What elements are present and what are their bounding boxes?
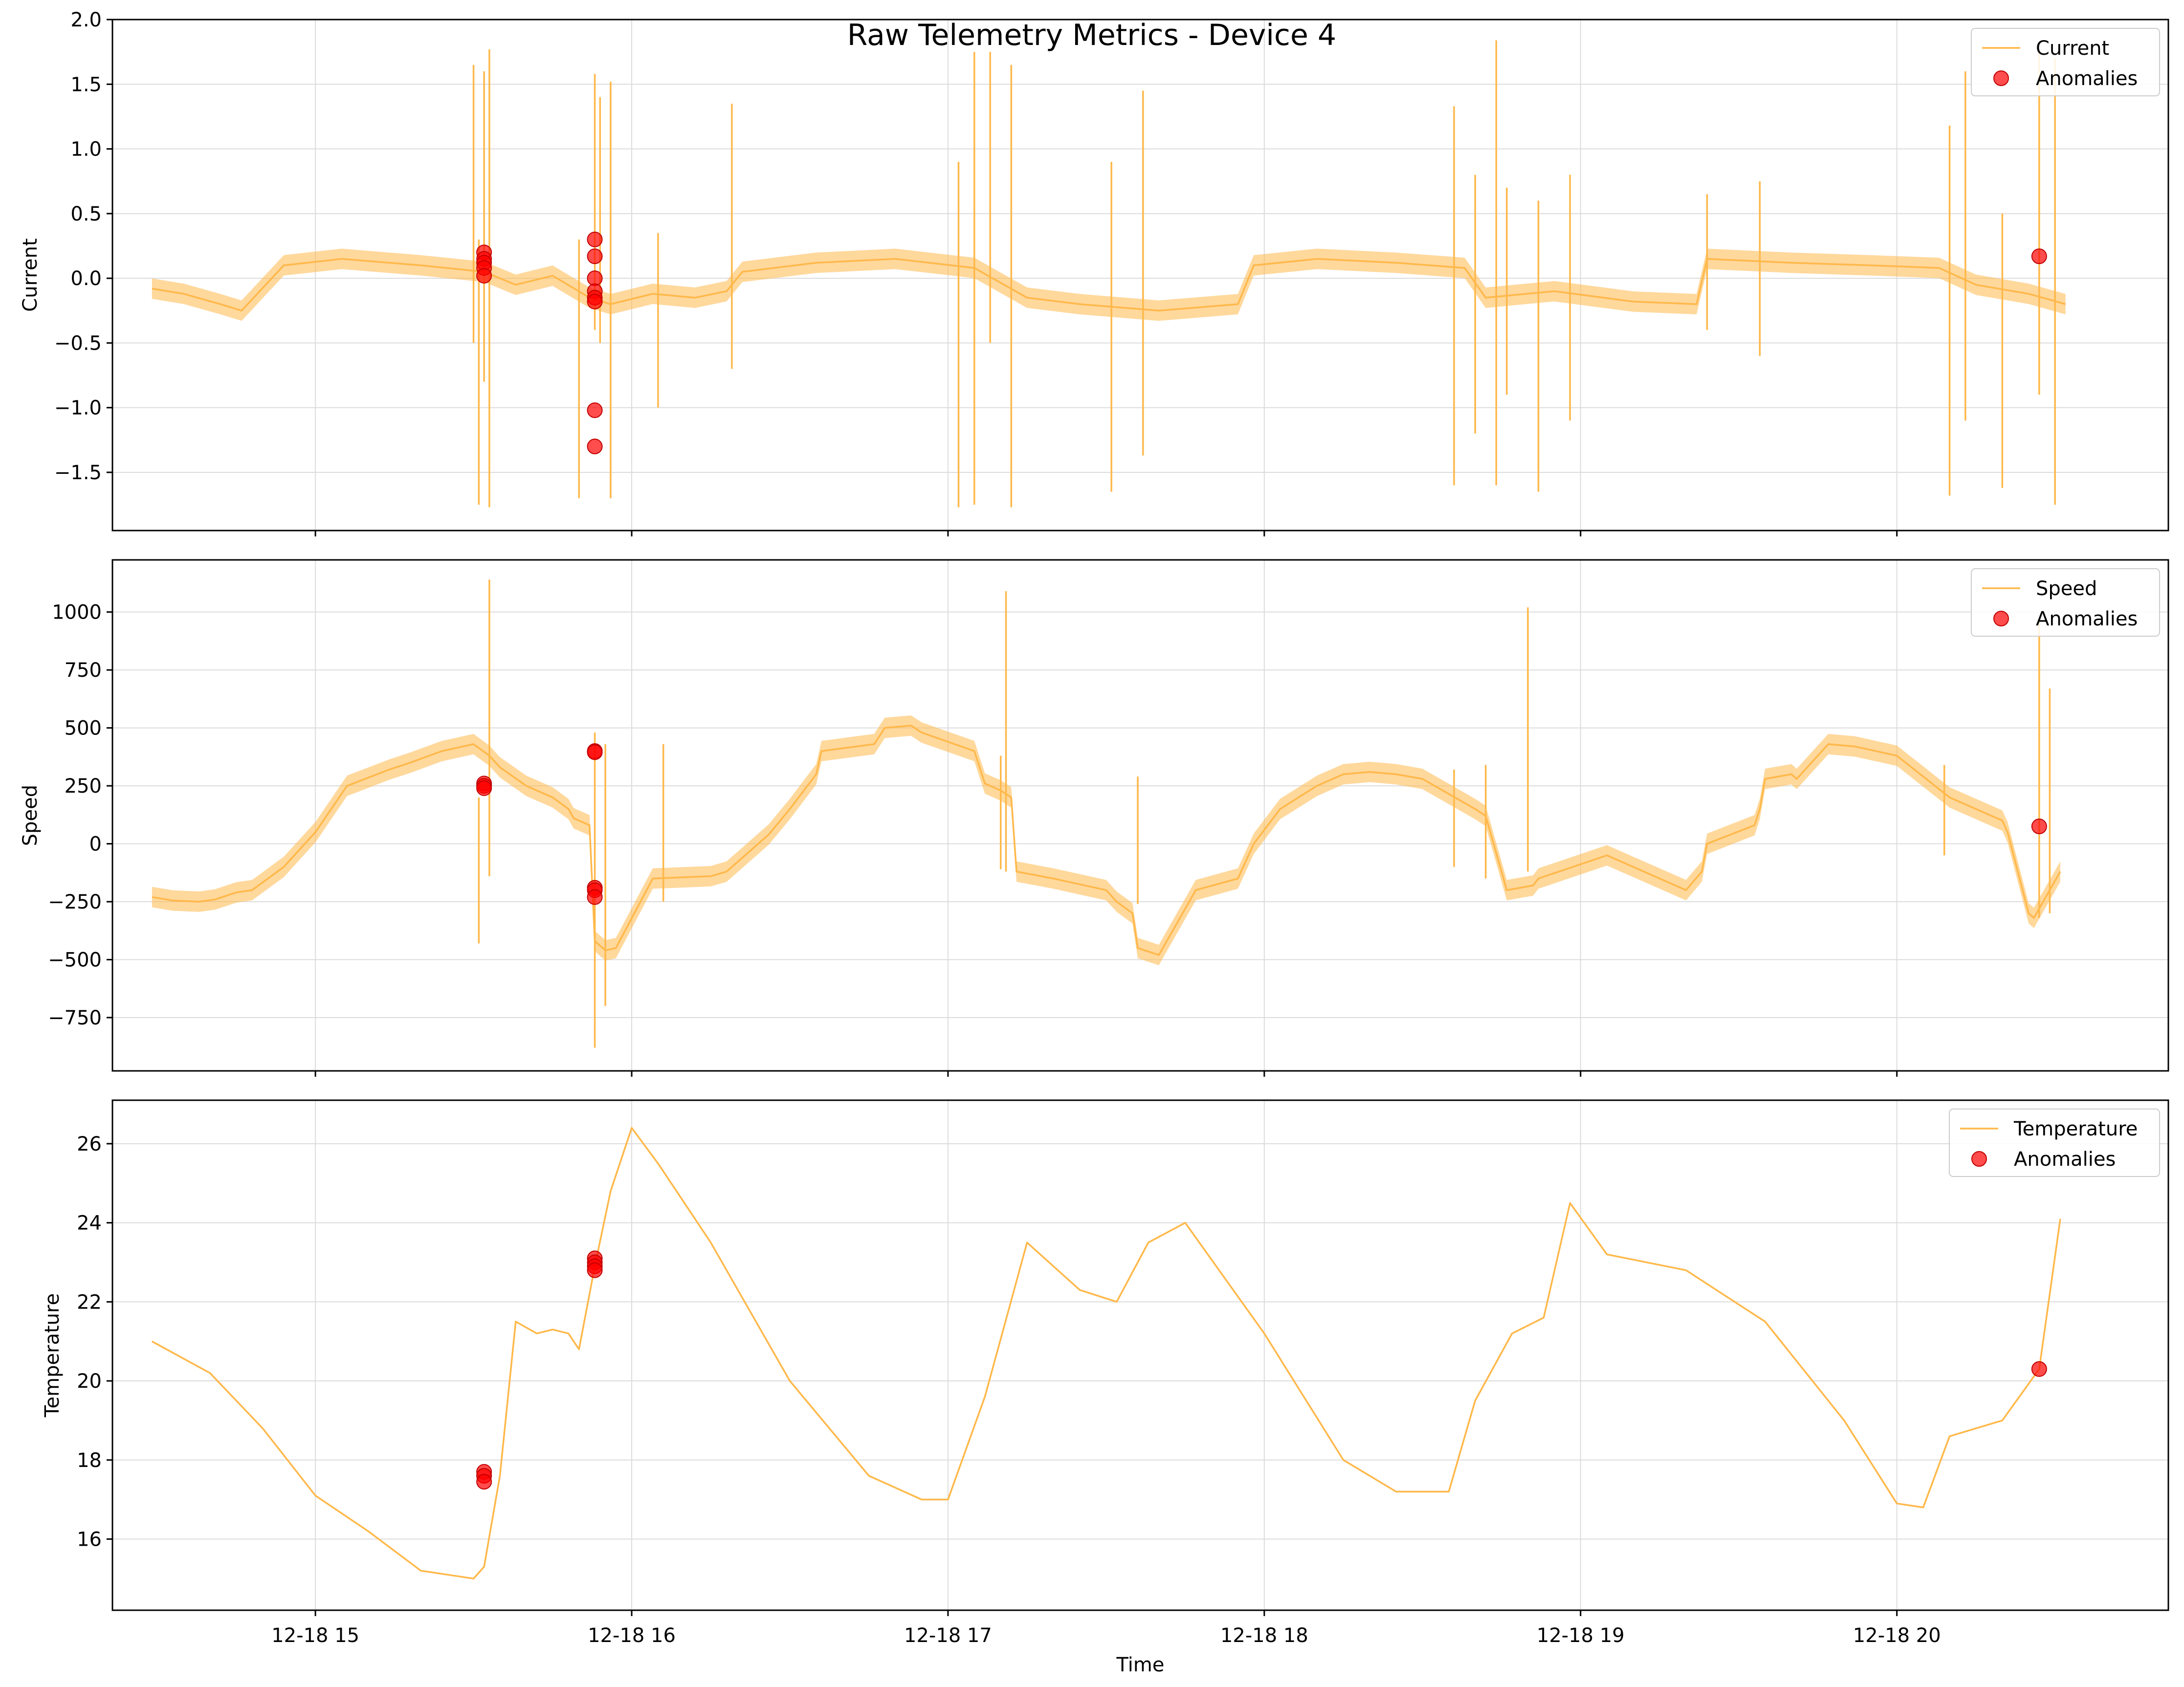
anomaly-point [587,744,603,760]
y-tick-label: 0.5 [70,203,102,225]
figure-title: Raw Telemetry Metrics - Device 4 [847,18,1336,52]
anomaly-point [2031,819,2047,835]
y-tick-label: −0.5 [54,332,102,355]
y-tick-label: 2.0 [70,9,102,31]
panel-temperature: 16 18 20 22 24 26 12-18 15 12-18 16 12-18 17 12-1… [41,1099,2169,1676]
anomaly-point [587,889,603,905]
legend-box [1971,28,2160,96]
series-line-current [152,258,2066,312]
y-tick-label: 1.0 [70,138,102,161]
y-tick-label: 1000 [52,601,102,624]
legend-box [1949,1109,2160,1177]
y-axis-label: Temperature [41,1293,64,1418]
plot-area [152,40,2066,508]
series-line-temperature [152,1127,2061,1580]
y-tick-label: 750 [65,659,102,682]
anomaly-point [587,1262,603,1278]
axes-frame [111,1099,2169,1611]
y-tick-label: 500 [65,717,102,740]
anomaly-point [476,267,492,284]
series-noise-band [152,248,2066,321]
x-tick-label: 12-18 20 [1853,1624,1941,1647]
anomaly-point [587,439,603,455]
legend-marker-swatch [1971,1151,1987,1167]
axes-frame [111,19,2169,532]
legend: Speed Anomalies [1971,568,2160,637]
y-tick-label: −1.0 [54,397,102,420]
anomaly-point [2031,248,2047,265]
y-tick-label: 16 [77,1528,102,1551]
y-tick-label: 0.0 [70,267,102,290]
panel-current: −1.5−1.0−0.50.00.51.01.52.0CurrentCurren… [19,9,2169,536]
y-axis-label: Speed [19,785,42,846]
y-tick-label: 18 [77,1449,102,1472]
plot-area [152,1127,2061,1580]
anomaly-point [587,248,603,265]
y-tick-label: −1.5 [54,462,102,484]
panel-speed: −750 −500 −250 0 250 500 750 1000 Speed Speed Anom… [19,559,2169,1077]
anomaly-point [476,1474,492,1490]
y-tick-label: 1.5 [70,73,102,96]
x-axis-label: Time [1116,1654,1165,1676]
legend-label: Anomalies [2036,67,2138,90]
x-tick-label: 12-18 19 [1537,1624,1625,1647]
legend: Current Anomalies [1971,28,2160,96]
plot-area [152,579,2061,1048]
legend-box [1971,568,2160,637]
legend-label: Anomalies [2014,1148,2116,1171]
anomaly-point [476,780,492,796]
x-tick-label: 12-18 17 [904,1624,992,1647]
legend-marker-swatch [1993,611,2009,626]
y-tick-label: 26 [77,1133,102,1155]
anomaly-point [587,231,603,247]
legend-label: Anomalies [2036,608,2138,630]
x-tick-label: 12-18 16 [588,1624,676,1647]
y-axis-label: Current [19,238,42,311]
x-tick-label: 12-18 15 [271,1624,359,1647]
y-tick-label: 250 [65,775,102,798]
anomaly-point [2031,1361,2047,1377]
legend-marker-swatch [1993,70,2009,86]
anomaly-point [587,402,603,418]
y-tick-label: 20 [77,1370,102,1393]
legend-label: Speed [2036,577,2097,600]
anomaly-point [587,293,603,310]
y-tick-label: −750 [48,1007,102,1029]
legend: Temperature Anomalies [1949,1109,2160,1177]
y-tick-label: 22 [77,1291,102,1313]
series-noise-band [152,715,2060,965]
y-tick-label: 0 [89,833,102,856]
x-tick-label: 12-18 18 [1220,1624,1308,1647]
axes-frame [111,559,2169,1072]
y-tick-label: −500 [48,949,102,972]
y-tick-label: −250 [48,891,102,913]
legend-label: Current [2036,37,2109,60]
legend-label: Temperature [2013,1118,2138,1140]
y-tick-label: 24 [77,1212,102,1235]
